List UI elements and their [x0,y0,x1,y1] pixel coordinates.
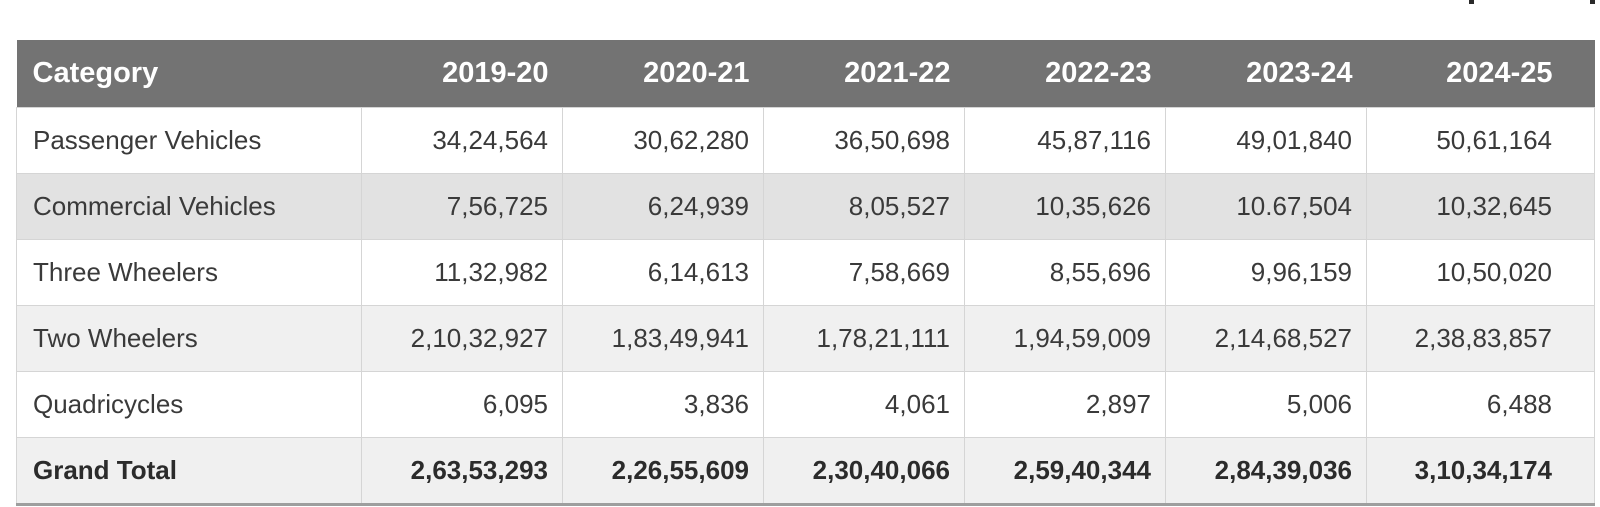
value-cell: 6,488 [1366,371,1595,438]
value-cell: 4,061 [763,371,965,438]
column-header-year: 2024-25 [1366,40,1595,108]
table-row: Quadricycles 6,095 3,836 4,061 2,897 5,006 6,4… [16,371,1595,438]
column-header-year: 2020-21 [562,40,764,108]
value-cell: 7,58,669 [763,239,965,306]
vehicle-data-table-container: Category 2019-20 2020-21 2021-22 2022-23 202… [16,40,1595,506]
table-row: Grand Total 2,63,53,293 2,26,55,609 2,30,40… [16,437,1595,506]
value-cell: 10,32,645 [1366,173,1595,240]
value-cell: 1,83,49,941 [562,305,764,372]
value-cell: 34,24,564 [361,107,563,174]
clipped-text-fragment [1590,0,1595,4]
value-cell: 49,01,840 [1165,107,1367,174]
value-cell: 1,94,59,009 [964,305,1166,372]
column-header-year: 2022-23 [964,40,1166,108]
value-cell: 6,095 [361,371,563,438]
value-cell: 10,35,626 [964,173,1166,240]
value-cell: 2,14,68,527 [1165,305,1367,372]
category-cell: Quadricycles [16,371,362,438]
value-cell: 50,61,164 [1366,107,1595,174]
value-cell: 1,78,21,111 [763,305,965,372]
header-row: Category 2019-20 2020-21 2021-22 2022-23 202… [16,40,1595,108]
value-cell: 11,32,982 [361,239,563,306]
category-cell: Two Wheelers [16,305,362,372]
value-cell: 2,59,40,344 [964,437,1166,506]
table-row: Two Wheelers 2,10,32,927 1,83,49,941 1,78,2… [16,305,1595,372]
table-body: Passenger Vehicles 34,24,564 30,62,280 36,5… [16,107,1595,506]
column-header-year: 2021-22 [763,40,965,108]
value-cell: 7,56,725 [361,173,563,240]
value-cell: 2,897 [964,371,1166,438]
value-cell: 2,10,32,927 [361,305,563,372]
category-cell: Grand Total [16,437,362,506]
value-cell: 2,63,53,293 [361,437,563,506]
value-cell: 45,87,116 [964,107,1166,174]
column-header-year: 2023-24 [1165,40,1367,108]
table-row: Three Wheelers 11,32,982 6,14,613 7,58,669 8… [16,239,1595,306]
value-cell: 9,96,159 [1165,239,1367,306]
value-cell: 10.67,504 [1165,173,1367,240]
category-cell: Passenger Vehicles [16,107,362,174]
value-cell: 2,84,39,036 [1165,437,1367,506]
value-cell: 3,10,34,174 [1366,437,1595,506]
value-cell: 8,05,527 [763,173,965,240]
value-cell: 10,50,020 [1366,239,1595,306]
value-cell: 8,55,696 [964,239,1166,306]
column-header-category: Category [16,40,362,108]
table-row: Commercial Vehicles 7,56,725 6,24,939 8,05,… [16,173,1595,240]
value-cell: 36,50,698 [763,107,965,174]
value-cell: 6,14,613 [562,239,764,306]
category-cell: Commercial Vehicles [16,173,362,240]
value-cell: 30,62,280 [562,107,764,174]
value-cell: 2,26,55,609 [562,437,764,506]
value-cell: 3,836 [562,371,764,438]
table-row: Passenger Vehicles 34,24,564 30,62,280 36,5… [16,107,1595,174]
column-header-year: 2019-20 [361,40,563,108]
clipped-text-fragment [1469,0,1474,4]
value-cell: 5,006 [1165,371,1367,438]
vehicle-data-table: Category 2019-20 2020-21 2021-22 2022-23 202… [16,40,1595,506]
value-cell: 6,24,939 [562,173,764,240]
value-cell: 2,30,40,066 [763,437,965,506]
category-cell: Three Wheelers [16,239,362,306]
value-cell: 2,38,83,857 [1366,305,1595,372]
